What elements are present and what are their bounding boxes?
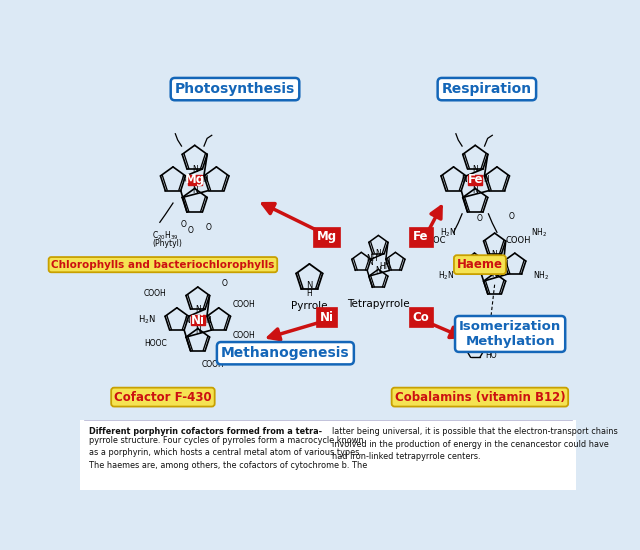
Text: Cobalamins (vitamin B12): Cobalamins (vitamin B12) xyxy=(395,390,565,404)
Text: N: N xyxy=(384,258,390,267)
Text: NH$_2$: NH$_2$ xyxy=(533,270,549,283)
Text: N: N xyxy=(376,266,381,276)
Text: N: N xyxy=(461,175,467,184)
Text: HOOC: HOOC xyxy=(420,235,445,245)
Text: HN: HN xyxy=(379,262,390,271)
Text: HO: HO xyxy=(485,351,497,360)
Text: H$_2$N: H$_2$N xyxy=(138,314,156,326)
Text: N: N xyxy=(195,326,201,335)
Text: HOOC: HOOC xyxy=(144,339,166,348)
Text: O: O xyxy=(222,279,228,288)
Text: COOH: COOH xyxy=(233,300,255,309)
Text: N: N xyxy=(492,270,497,279)
Text: Tetrapyrrole: Tetrapyrrole xyxy=(347,299,410,309)
Text: (Phytyl): (Phytyl) xyxy=(152,239,182,248)
Text: Ni: Ni xyxy=(319,311,333,323)
Text: O: O xyxy=(463,345,468,351)
Text: COOH: COOH xyxy=(144,289,166,298)
Text: N: N xyxy=(472,186,478,195)
FancyBboxPatch shape xyxy=(188,174,202,185)
Text: N: N xyxy=(306,281,312,290)
Text: O: O xyxy=(476,214,482,223)
Text: Respiration: Respiration xyxy=(442,82,532,96)
Text: N: N xyxy=(367,258,372,267)
Text: Fe: Fe xyxy=(413,230,429,244)
Text: Fe: Fe xyxy=(467,173,483,186)
Text: Ni: Ni xyxy=(191,314,205,327)
Text: $\mathrm{C_{20}H_{39}}$: $\mathrm{C_{20}H_{39}}$ xyxy=(152,229,179,241)
Text: Different porphyrin cofactors formed from a tetra-: Different porphyrin cofactors formed fro… xyxy=(90,427,323,436)
Text: Isomerization
Methylation: Isomerization Methylation xyxy=(459,320,561,348)
Text: N: N xyxy=(483,175,489,184)
Text: N: N xyxy=(181,175,187,184)
Text: latter being universal, it is possible that the electron-transport chains
involv: latter being universal, it is possible t… xyxy=(332,427,618,461)
Text: N: N xyxy=(205,316,211,324)
Text: Co: Co xyxy=(413,311,429,323)
Text: COOH: COOH xyxy=(233,331,255,340)
Text: O: O xyxy=(205,223,212,232)
FancyBboxPatch shape xyxy=(488,259,502,270)
Text: H$_2$N: H$_2$N xyxy=(440,226,456,239)
Text: O: O xyxy=(180,220,186,229)
Text: Mg: Mg xyxy=(184,173,205,186)
Text: P: P xyxy=(461,328,466,337)
Text: N: N xyxy=(192,186,198,195)
FancyBboxPatch shape xyxy=(191,315,205,326)
Text: Chlorophylls and bacteriochlorophylls: Chlorophylls and bacteriochlorophylls xyxy=(51,260,275,270)
Text: O: O xyxy=(188,226,194,234)
FancyBboxPatch shape xyxy=(468,174,482,185)
Text: N: N xyxy=(203,175,209,184)
Text: N: N xyxy=(502,260,508,269)
Text: Mg: Mg xyxy=(316,230,337,244)
Text: H: H xyxy=(307,289,312,298)
Text: Co: Co xyxy=(486,258,503,271)
Text: Cofactor F-430: Cofactor F-430 xyxy=(114,390,212,404)
Text: N: N xyxy=(482,260,488,269)
Text: NH$_2$: NH$_2$ xyxy=(531,226,548,239)
Text: COOH: COOH xyxy=(202,360,225,369)
Text: N: N xyxy=(192,164,198,174)
Text: N: N xyxy=(492,250,497,259)
Text: N: N xyxy=(472,164,478,174)
Text: pyrrole structure. Four cycles of pyrroles form a macrocycle known
as a porphyri: pyrrole structure. Four cycles of pyrrol… xyxy=(90,436,367,470)
Text: O: O xyxy=(509,212,515,222)
Text: Methanogenesis: Methanogenesis xyxy=(221,346,349,360)
Text: Pyrrole: Pyrrole xyxy=(291,301,328,311)
Text: Haeme: Haeme xyxy=(457,258,503,271)
Text: NH: NH xyxy=(367,254,378,263)
Text: N: N xyxy=(195,305,201,314)
Text: COOH: COOH xyxy=(505,235,531,245)
Text: H$_2$N: H$_2$N xyxy=(438,270,455,283)
Text: O: O xyxy=(453,322,459,328)
Text: N: N xyxy=(184,316,190,324)
Text: N: N xyxy=(376,249,381,258)
Text: Photosynthesis: Photosynthesis xyxy=(175,82,295,96)
FancyBboxPatch shape xyxy=(80,420,576,490)
